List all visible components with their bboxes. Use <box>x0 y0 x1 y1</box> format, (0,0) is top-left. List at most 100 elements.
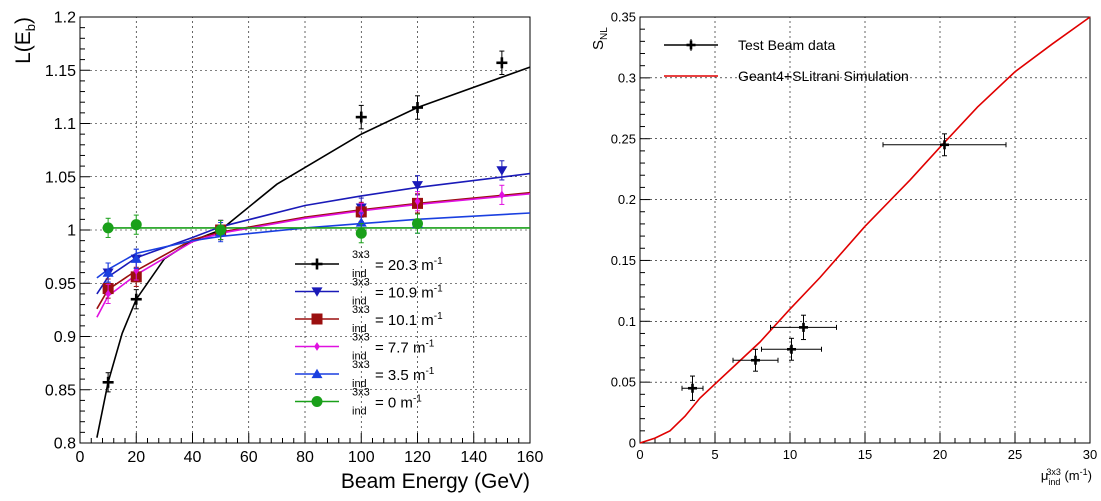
right-legend: Test Beam data Geant4+SLitrani Simulation <box>664 37 909 84</box>
data-point <box>102 217 114 238</box>
legend-entry: 3x3 ind = 3.5 m-1 <box>295 359 435 390</box>
marker-triangle-down <box>496 166 508 176</box>
left-fit-curves <box>96 66 531 438</box>
marker-diamond <box>314 342 320 351</box>
data-point <box>732 348 779 372</box>
marker-triangle-up <box>130 253 142 263</box>
x-tick-label: 10 <box>783 447 797 462</box>
marker-triangle-up <box>311 368 323 379</box>
y-tick-label: 1.15 <box>45 63 76 80</box>
legend-superscript: 3x3 <box>352 359 370 371</box>
y-tick-label: 0.15 <box>611 253 636 268</box>
right-ticks: 0 5 10 15 20 25 30 0 0.05 0.1 0.15 0.2 0.25 0.3 0.35 <box>611 10 1098 462</box>
right-chart: 0 5 10 15 20 25 30 0 0.05 0.1 0.15 0.2 0.25 0.3 0.35 T… <box>590 10 1097 487</box>
data-point <box>761 337 822 361</box>
marker-circle <box>102 222 114 234</box>
right-x-axis-label: μind3x3 (m-1) <box>1041 467 1092 487</box>
x-tick-label: 100 <box>348 449 375 466</box>
data-point <box>102 262 114 283</box>
x-tick-label: 25 <box>1008 447 1022 462</box>
x-tick-label: 120 <box>404 449 431 466</box>
legend-label: = 0 m-1 <box>375 394 422 412</box>
x-tick-label: 160 <box>517 449 544 466</box>
data-point <box>355 223 367 244</box>
marker-diamond <box>499 190 505 200</box>
x-tick-label: 20 <box>127 449 145 466</box>
marker-square <box>311 313 323 325</box>
legend-subscript: ind <box>352 406 367 418</box>
data-point <box>412 95 423 120</box>
legend-subscript: ind <box>352 378 367 390</box>
y-tick-label: 0.85 <box>45 382 76 399</box>
legend-entry: 3x3 ind = 20.3 m-1 <box>295 249 443 280</box>
data-point <box>105 283 111 304</box>
legend-label: Geant4+SLitrani Simulation <box>738 68 909 84</box>
marker-triangle-up <box>355 217 367 227</box>
y-tick-label: 0.95 <box>45 276 76 293</box>
marker-circle <box>215 224 227 236</box>
series-curve <box>639 16 1091 444</box>
x-tick-label: 40 <box>184 449 202 466</box>
y-tick-label: 1.05 <box>45 169 76 186</box>
legend-subscript: ind <box>352 296 367 308</box>
x-tick-label: 30 <box>1083 447 1097 462</box>
x-tick-label: 15 <box>858 447 872 462</box>
y-tick-label: 1.1 <box>54 116 76 133</box>
y-tick-label: 0.9 <box>54 329 76 346</box>
left-ticks: 0 20 40 60 80 100 120 140 160 0.8 0.85 0.9 0.95 1 1.05… <box>45 10 544 466</box>
data-point <box>412 213 423 234</box>
marker-triangle-up <box>102 267 114 277</box>
legend-subscript: ind <box>352 268 367 280</box>
legend-label: = 10.1 m-1 <box>375 311 443 329</box>
marker-circle <box>412 218 423 230</box>
series-curve <box>96 212 531 279</box>
y-tick-label: 0.25 <box>611 131 636 146</box>
y-tick-label: 0.2 <box>618 192 636 207</box>
legend-label: = 7.7 m-1 <box>375 339 435 357</box>
data-point <box>130 289 142 310</box>
data-point <box>130 214 142 235</box>
legend-entry: Geant4+SLitrani Simulation <box>664 68 909 84</box>
legend-superscript: 3x3 <box>352 304 370 316</box>
legend-subscript: ind <box>352 351 367 363</box>
marker-diamond <box>414 196 421 206</box>
marker-triangle-down <box>311 287 323 297</box>
right-data-points <box>681 133 1007 401</box>
y-tick-label: 0 <box>629 436 636 451</box>
left-chart: 0 20 40 60 80 100 120 140 160 0.8 0.85 0.9 0.95 1 1.05… <box>12 10 543 493</box>
series-curve <box>96 172 531 295</box>
legend-superscript: 3x3 <box>352 249 370 261</box>
legend-subscript: ind <box>352 323 367 335</box>
marker-circle <box>311 396 323 407</box>
y-tick-label: 1.2 <box>54 10 76 27</box>
data-point <box>130 248 142 269</box>
legend-label: Test Beam data <box>738 37 835 53</box>
legend-entry: 3x3 ind = 7.7 m-1 <box>295 332 435 363</box>
x-tick-label: 60 <box>240 449 258 466</box>
x-tick-label: 0 <box>636 447 643 462</box>
x-tick-label: 0 <box>76 449 85 466</box>
series-curve <box>96 66 531 438</box>
legend-superscript: 3x3 <box>352 387 370 399</box>
legend-entry: 3x3 ind = 10.1 m-1 <box>295 304 443 335</box>
y-tick-label: 0.3 <box>618 70 636 85</box>
left-x-axis-label: Beam Energy (GeV) <box>341 470 530 493</box>
marker-diamond <box>105 289 111 299</box>
left-y-axis-label: L(Eb) <box>12 17 38 64</box>
data-point <box>215 219 227 241</box>
legend-entry: 3x3 ind = 0 m-1 <box>295 387 422 418</box>
y-tick-label: 0.05 <box>611 375 636 390</box>
legend-label: = 20.3 m-1 <box>375 256 443 274</box>
marker-triangle-down <box>412 181 423 191</box>
marker-circle <box>130 219 142 231</box>
right-y-axis-label: SNL <box>590 27 610 50</box>
left-data-points <box>102 50 508 393</box>
left-grid <box>80 17 530 443</box>
legend-label: = 3.5 m-1 <box>375 366 435 384</box>
data-point <box>102 372 114 393</box>
legend-entry: 3x3 ind = 10.9 m-1 <box>295 277 443 308</box>
right-grid <box>640 17 1090 443</box>
data-point <box>882 133 1007 157</box>
x-tick-label: 5 <box>711 447 718 462</box>
